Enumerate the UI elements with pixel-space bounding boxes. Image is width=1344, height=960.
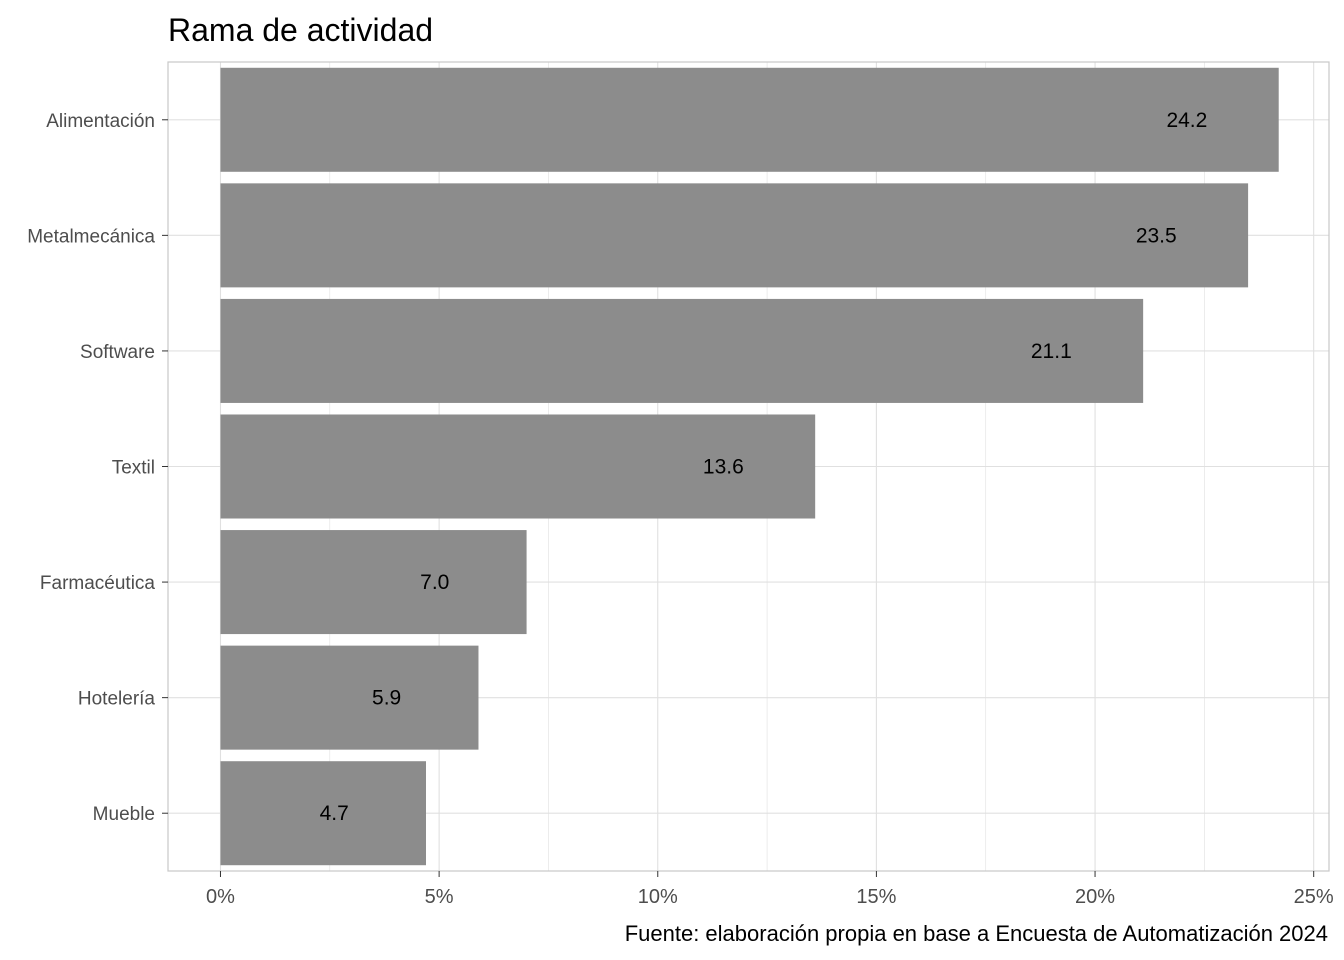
y-tick-label: Hotelería xyxy=(78,689,156,710)
data-label: 24.2 xyxy=(1166,109,1207,132)
bars xyxy=(220,67,1279,866)
chart-title: Rama de actividad xyxy=(168,12,433,48)
y-axis: Alimentación Metalmecánica Software Textil F… xyxy=(27,111,168,825)
data-label: 4.7 xyxy=(320,802,349,825)
data-label: 21.1 xyxy=(1031,340,1072,363)
y-tick-label: Alimentación xyxy=(46,111,155,132)
bar-textil xyxy=(220,414,816,519)
x-tick-label: 20% xyxy=(1075,886,1115,908)
x-tick-label: 25% xyxy=(1294,886,1334,908)
x-axis: 0% 5% 10% 15% 20% 25% xyxy=(206,871,1334,908)
source-caption: Fuente: elaboración propia en base a Enc… xyxy=(625,921,1328,946)
bar-alimentacion xyxy=(220,67,1279,172)
data-label: 7.0 xyxy=(420,571,449,594)
bar-hoteleria xyxy=(220,645,479,750)
y-tick-label: Mueble xyxy=(93,804,155,825)
x-tick-label: 10% xyxy=(638,886,678,908)
bar-software xyxy=(220,298,1144,403)
data-label: 5.9 xyxy=(372,687,401,710)
y-tick-label: Software xyxy=(80,342,155,363)
y-tick-label: Textil xyxy=(112,458,155,479)
bar-metalmecanica xyxy=(220,183,1249,288)
data-label: 13.6 xyxy=(703,456,744,479)
x-tick-label: 0% xyxy=(206,886,235,908)
bar-mueble xyxy=(220,761,426,866)
y-tick-label: Farmacéutica xyxy=(40,573,156,594)
x-tick-label: 15% xyxy=(856,886,896,908)
data-label: 23.5 xyxy=(1136,224,1177,247)
data-labels: 24.2 23.5 21.1 13.6 7.0 5.9 4.7 xyxy=(320,109,1208,825)
y-tick-label: Metalmecánica xyxy=(27,226,155,247)
bar-farmaceutica xyxy=(220,530,527,635)
x-tick-label: 5% xyxy=(425,886,454,908)
